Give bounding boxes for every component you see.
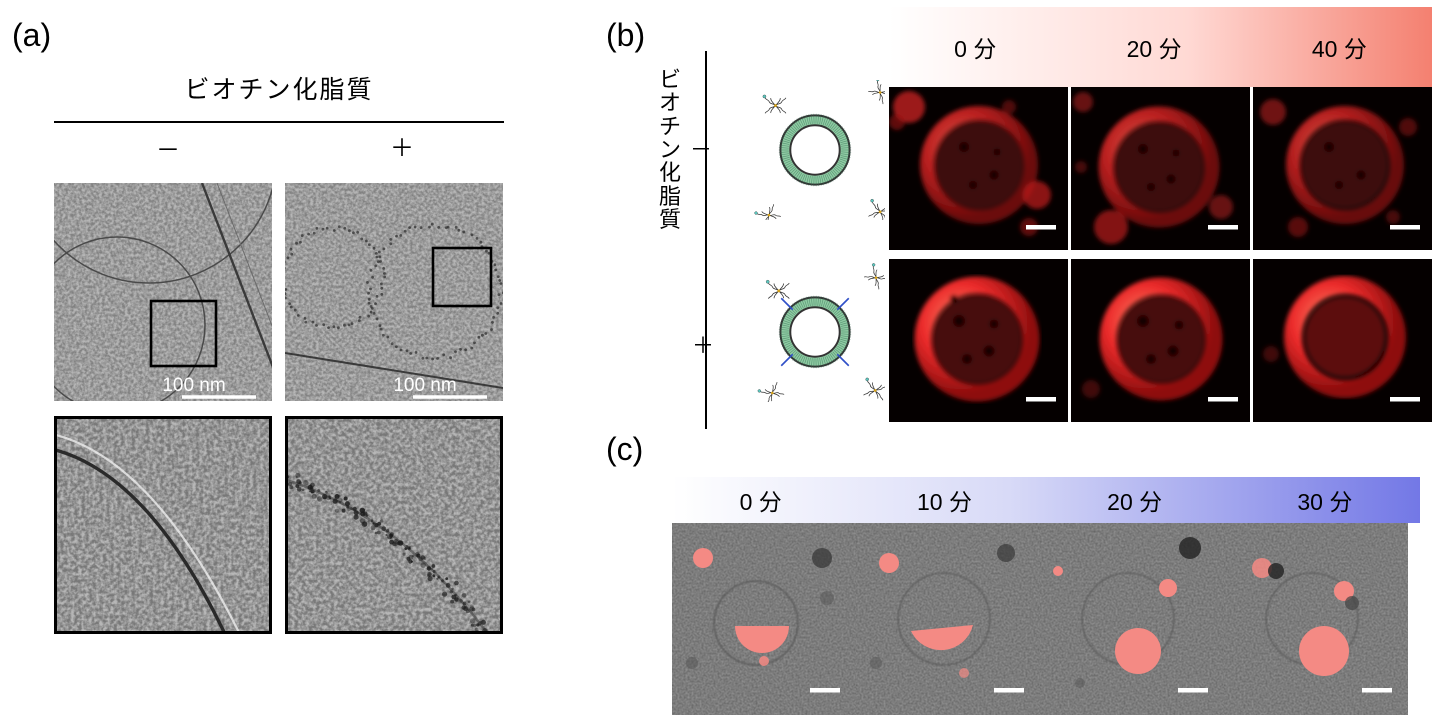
svg-text:100 nm: 100 nm: [162, 375, 225, 396]
svg-text:100 nm: 100 nm: [393, 375, 456, 396]
